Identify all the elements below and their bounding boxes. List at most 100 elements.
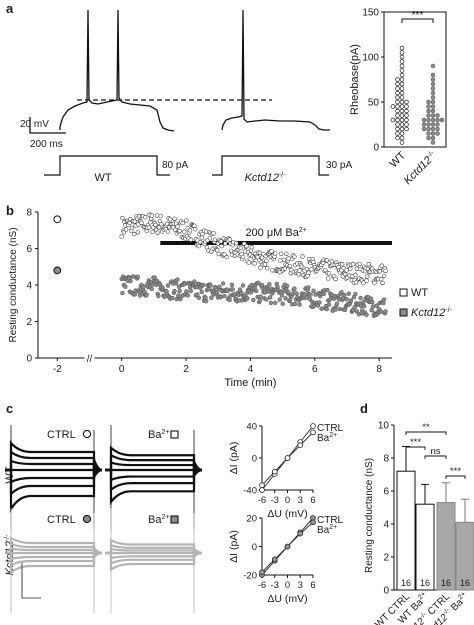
timecourse-point [358, 295, 363, 301]
iv-x-axis-label: ΔU (mV) [267, 593, 307, 605]
panel-label-c: c [6, 401, 13, 416]
rheobase-point [399, 63, 405, 69]
timecourse-point [254, 288, 259, 294]
timecourse-point [229, 282, 235, 287]
timecourse-point [279, 251, 284, 256]
wt-ctrl-current-trace [5, 440, 103, 482]
rheobase-point [399, 104, 405, 109]
rheobase-category-label: Kctd12-/- [402, 149, 440, 187]
bar-significance-label: ** [422, 422, 430, 433]
bar-significance-bracket [424, 455, 447, 459]
timecourse-point [334, 301, 340, 306]
rheobase-point [395, 108, 400, 114]
timecourse-point [383, 309, 388, 314]
bar-y-tick-label: 4 [383, 520, 389, 531]
panel-label-a: a [6, 1, 14, 16]
timecourse-point [252, 261, 257, 266]
timecourse-x-tick-label: 6 [312, 364, 318, 375]
bar-y-tick-label: 6 [383, 487, 389, 498]
timecourse-point [119, 234, 124, 239]
rheobase-point [404, 108, 409, 114]
timecourse-point [281, 257, 287, 263]
rheobase-point [430, 140, 436, 145]
timecourse-point [297, 302, 302, 307]
timecourse-point [257, 250, 263, 256]
timecourse-point [283, 296, 288, 301]
scale-time-label: 200 ms [30, 139, 63, 150]
timecourse-point [319, 306, 324, 311]
timecourse-x-tick-label: -2 [53, 364, 62, 375]
rheobase-point [399, 140, 405, 145]
timecourse-x-axis-label: Time (min) [224, 377, 276, 389]
timecourse-point [267, 282, 272, 287]
timecourse-point [265, 265, 270, 271]
iv-x-tick-label: 0 [285, 495, 290, 506]
timecourse-point [245, 296, 250, 301]
timecourse-point [361, 299, 366, 305]
rheobase-point [399, 135, 405, 141]
timecourse-point [239, 291, 244, 296]
rheobase-point [435, 131, 440, 136]
timecourse-point [139, 220, 144, 225]
iv-y-axis-label: ΔI (pA) [228, 442, 240, 475]
iv-point [271, 468, 278, 475]
timecourse-point [220, 281, 226, 286]
timecourse-point [120, 215, 125, 221]
rheobase-point [426, 117, 431, 123]
timecourse-point [344, 268, 349, 273]
timecourse-point [317, 300, 322, 305]
rheobase-point [399, 54, 405, 60]
kctd12-ba-current-trace [105, 545, 203, 572]
timecourse-point [372, 280, 377, 285]
timecourse-point [144, 292, 149, 297]
rheobase-point [395, 95, 400, 100]
timecourse-point [135, 274, 140, 279]
rheobase-point [426, 126, 431, 132]
bar-y-tick-label: 10 [378, 421, 390, 432]
timecourse-point [146, 225, 152, 230]
rheobase-point [399, 117, 405, 123]
rheobase-point [399, 72, 405, 78]
timecourse-point [225, 288, 230, 294]
bar-y-axis-label: Resting conductance (nS) [364, 458, 375, 573]
rheobase-point [399, 45, 405, 51]
timecourse-point [342, 307, 348, 312]
timecourse-x-tick-label: 0 [119, 364, 125, 375]
bar-y-tick-label: 0 [383, 586, 389, 597]
iv-y-tick-label: 20 [246, 514, 257, 525]
rheobase-significance-label: *** [412, 10, 424, 21]
rheobase-point [435, 126, 440, 132]
timecourse-point [207, 236, 213, 241]
timecourse-point [380, 280, 385, 286]
timecourse-point [262, 262, 268, 267]
iv-point [310, 429, 316, 436]
rheobase-point [404, 122, 409, 127]
rheobase-point [426, 131, 431, 136]
timecourse-point [193, 227, 198, 232]
timecourse-point [294, 291, 299, 296]
timecourse-point [165, 283, 171, 288]
iv-y-tick-label: 0 [252, 454, 257, 465]
bar-n-label: 16 [460, 578, 470, 588]
rheobase-point [399, 122, 405, 127]
bar [436, 502, 456, 591]
timecourse-point [203, 295, 208, 300]
timecourse-point [196, 295, 202, 301]
rheobase-point [399, 95, 405, 100]
rheobase-point [395, 81, 400, 87]
timecourse-point [379, 263, 385, 268]
timecourse-point [306, 285, 311, 290]
rheobase-y-tick-label: 0 [373, 143, 379, 154]
rheobase-point [395, 135, 400, 141]
panel-label-b: b [6, 203, 14, 218]
iv-legend-ba: Ba2+ [317, 524, 337, 536]
iv-x-tick-label: -3 [271, 495, 279, 506]
timecourse-axis-break: // [87, 354, 93, 365]
rheobase-point [421, 126, 427, 132]
timecourse-point [292, 286, 297, 291]
timecourse-point [155, 230, 160, 235]
rheobase-point [399, 90, 405, 96]
bar-significance-bracket [445, 475, 466, 479]
timecourse-point [311, 288, 316, 293]
